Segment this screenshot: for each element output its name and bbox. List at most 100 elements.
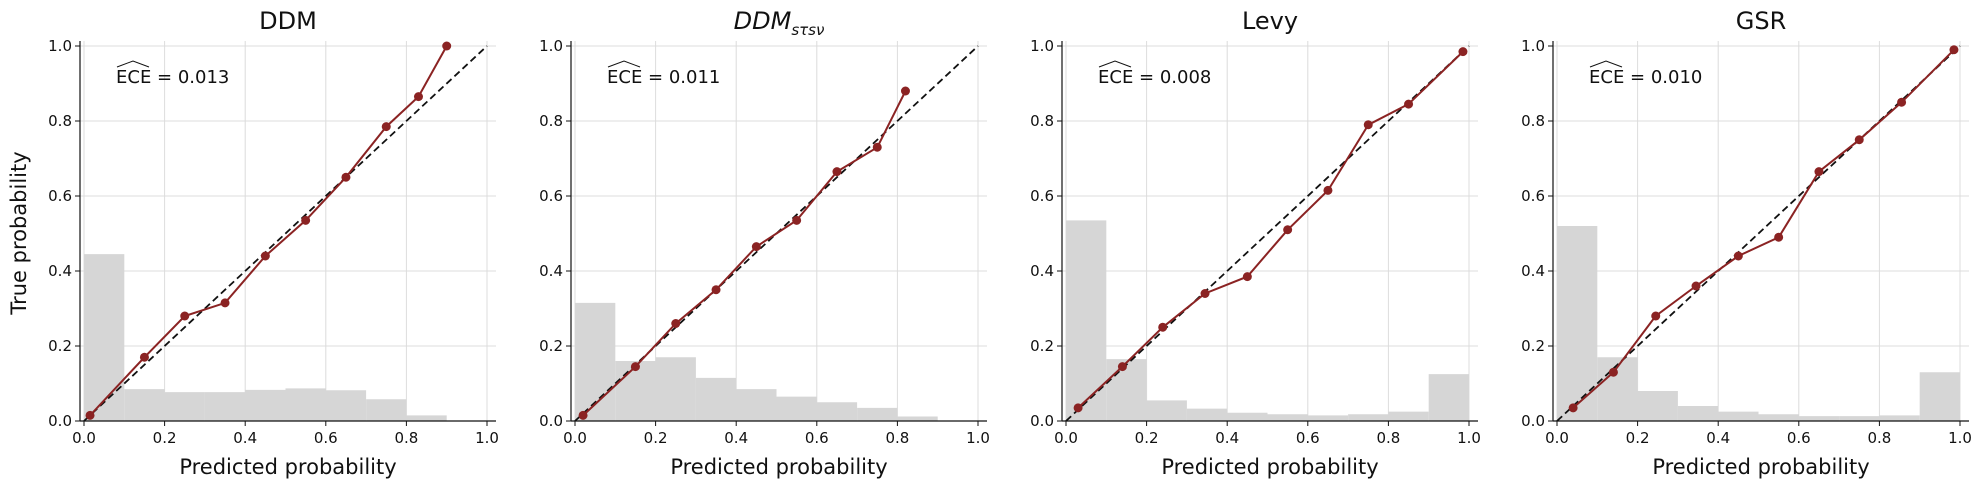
calibration-panel-2: 0.0 0.2 0.4 0.6 0.8 1.0 0.0 0.2 0.4 0.6 0.8 1.0 Levy… [1030,7,1481,479]
ece-annotation: ECE = 0.013 [116,67,229,88]
histogram-bar [695,377,737,421]
x-tick-label: 0.4 [1215,429,1239,447]
histogram-bar [1557,226,1598,421]
histogram-bar [897,416,938,421]
calibration-point [630,362,640,372]
perfect-calibration-line [83,45,488,422]
calibration-point [1458,47,1468,57]
calibration-panel-1: 0.0 0.2 0.4 0.6 0.8 1.0 0.0 0.2 0.4 0.6 0.8 1.0 DDMs… [539,7,990,479]
y-tick-label: 1.0 [48,37,72,55]
y-tick-label: 0.4 [539,262,563,280]
histogram-bar [1106,359,1147,421]
calibration-point [180,311,190,321]
calibration-point [711,285,721,295]
y-tick-label: 0.4 [1521,262,1545,280]
calibration-point [139,352,149,362]
ece-annotation: ECE = 0.010 [1589,67,1702,88]
histogram-bar [776,396,817,421]
x-tick-label: 0.8 [1867,429,1891,447]
x-tick-label: 1.0 [1948,429,1972,447]
x-tick-label: 0.2 [644,429,668,447]
histogram-bar [1186,408,1228,421]
histogram-bar [1919,372,1960,421]
y-tick-label: 0.2 [1521,337,1545,355]
y-tick-label: 0.4 [1030,262,1054,280]
calibration-point [413,92,423,102]
histogram-bar [1348,414,1389,421]
histogram-bar [1798,416,1840,421]
histogram-bar [1227,412,1268,421]
calibration-point [900,86,910,96]
calibration-point [1404,99,1414,109]
x-tick-label: 1.0 [475,429,499,447]
y-tick-label: 0.2 [48,337,72,355]
y-tick-label: 0.4 [48,262,72,280]
x-tick-label: 0.6 [1787,429,1811,447]
x-tick-label: 1.0 [1457,429,1481,447]
histogram-bar [1066,220,1107,421]
x-tick-label: 0.2 [1626,429,1650,447]
histogram-bar [84,254,125,421]
calibration-point [1691,281,1701,291]
x-tick-label: 0.6 [314,429,338,447]
calibration-point [1242,272,1252,282]
histogram-bar [245,389,286,421]
ece-hat-accent [607,60,641,68]
x-tick-label: 0.0 [1054,429,1078,447]
calibration-point [341,172,351,182]
histogram-bar [1718,411,1759,421]
y-tick-label: 1.0 [539,37,563,55]
calibration-point [1774,232,1784,242]
y-tick-label: 0.0 [539,412,563,430]
ece-hat-accent [116,60,150,68]
x-tick-label: 1.0 [966,429,990,447]
calibration-point [1363,120,1373,130]
histogram-bar [1677,406,1719,421]
x-tick-label: 0.8 [885,429,909,447]
y-tick-label: 0.2 [1030,337,1054,355]
ece-hat-accent [1589,60,1623,68]
calibration-panel-0: 0.0 0.2 0.4 0.6 0.8 1.0 0.0 0.2 0.4 0.6 0.8 1.0 DDM E… [48,7,499,479]
histogram-bar [325,390,367,421]
x-tick-label: 0.4 [724,429,748,447]
calibration-point [671,319,681,328]
histogram-bar [1267,414,1308,421]
perfect-calibration-line [1065,45,1470,422]
x-tick-label: 0.0 [72,429,96,447]
calibration-point [1073,403,1083,413]
histogram-bar [1307,415,1349,421]
x-tick-label: 0.2 [1135,429,1159,447]
y-tick-label: 0.6 [1521,187,1545,205]
x-tick-label: 0.6 [805,429,829,447]
histogram-bar [736,389,777,421]
y-tick-label: 0.6 [1030,187,1054,205]
ece-hat-accent [1098,60,1132,68]
histogram-bar [1758,414,1799,421]
x-tick-label: 0.4 [1706,429,1730,447]
histogram-bar [1839,416,1880,421]
calibration-point [1949,45,1959,55]
calibration-line [1077,50,1464,409]
calibration-point [1117,362,1127,372]
x-axis-label: Predicted probability [1652,455,1869,479]
panel-title: DDMsτsν [734,7,825,39]
calibration-point [1814,167,1824,177]
ece-annotation: ECE = 0.011 [607,67,720,88]
x-tick-label: 0.6 [1296,429,1320,447]
calibration-point [1200,289,1210,298]
panel-title: DDM [259,7,317,35]
calibration-point [751,242,761,252]
calibration-point [301,215,311,225]
x-tick-label: 0.8 [1376,429,1400,447]
calibration-point [1651,311,1661,321]
calibration-point [872,142,882,152]
histogram-bar [1879,415,1920,421]
x-axis-label: Predicted probability [670,455,887,479]
calibration-point [792,215,802,225]
x-tick-label: 0.0 [1545,429,1569,447]
histogram-bar [857,407,898,421]
calibration-point [1323,185,1333,195]
x-tick-label: 0.0 [563,429,587,447]
x-tick-label: 0.8 [394,429,418,447]
